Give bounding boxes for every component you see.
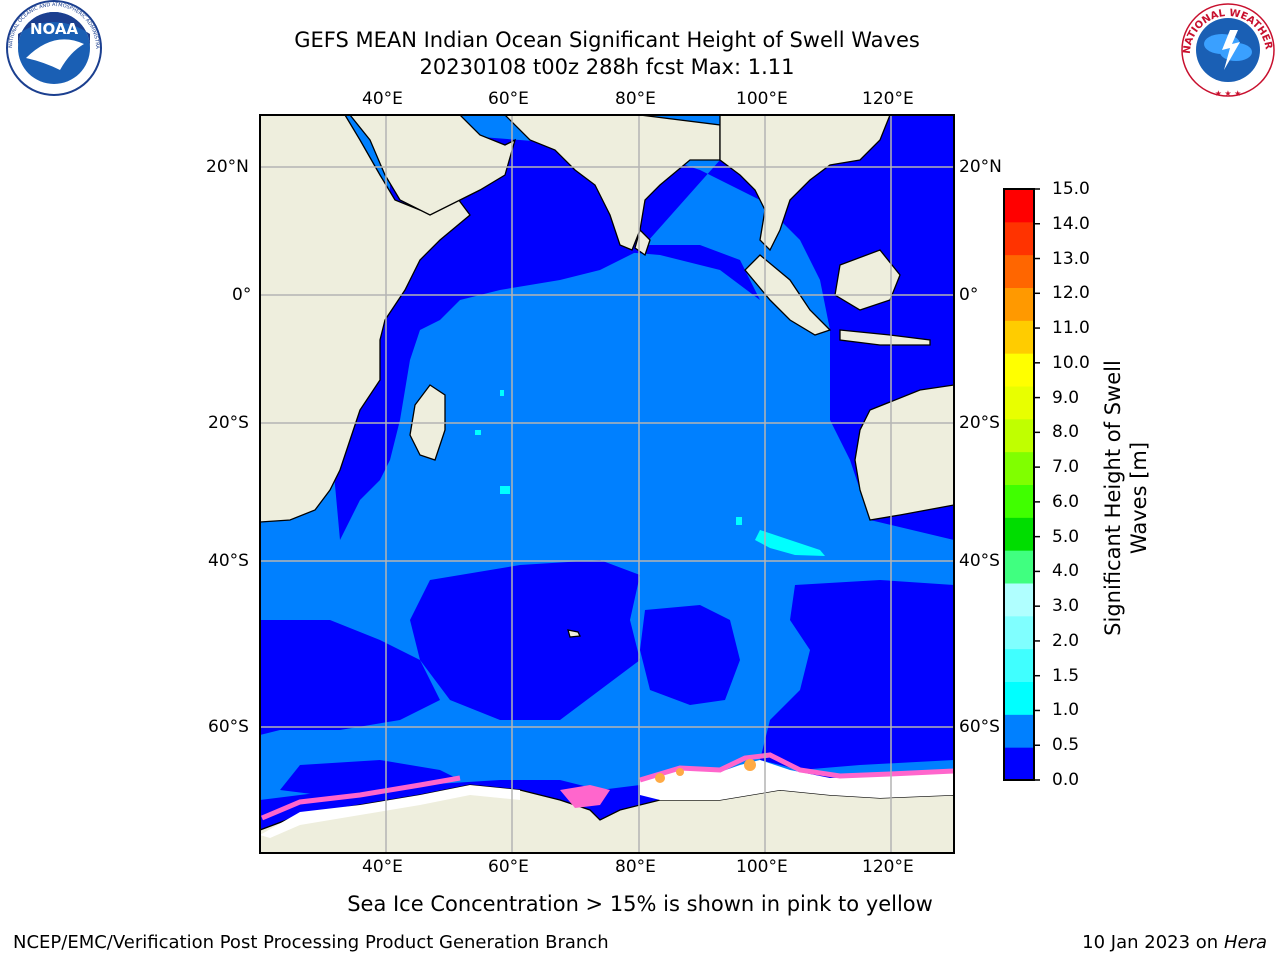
colorbar-tick-label: 5.0 [1052, 526, 1080, 547]
colorbar-tick-label: 13.0 [1052, 248, 1090, 269]
colorbar-tick-label: 1.0 [1052, 700, 1080, 721]
colorbar-swatch [1004, 254, 1034, 288]
colorbar-swatch [1004, 418, 1034, 453]
lat-tick-left: 20°N [206, 157, 249, 177]
colorbar-tick-label: 0.5 [1052, 735, 1080, 756]
colorbar-swatch [1004, 484, 1034, 518]
sea-ice [260, 752, 954, 838]
colorbar-swatch [1004, 386, 1034, 420]
colorbar-swatch [1004, 747, 1034, 781]
lat-tick-left: 40°S [208, 551, 249, 571]
lat-tick-right: 40°S [959, 551, 1000, 571]
footer-date: 10 Jan 2023 on [1082, 932, 1224, 953]
colorbar-tick-label: 3.0 [1052, 596, 1080, 617]
land [260, 115, 954, 853]
colorbar-frame [1003, 188, 1035, 781]
colorbar-tick-label: 7.0 [1052, 457, 1080, 478]
colorbar-swatch [1004, 353, 1034, 387]
map-title-line1: GEFS MEAN Indian Ocean Significant Heigh… [294, 28, 920, 52]
lat-tick-right: 0° [959, 285, 979, 305]
colorbar-tick-label: 8.0 [1052, 422, 1080, 443]
colorbar-tick-label: 15.0 [1052, 179, 1090, 199]
lon-tick-top: 60°E [488, 89, 529, 109]
lat-tick-left: 60°S [208, 717, 249, 737]
colorbar-tick-label: 6.0 [1052, 491, 1080, 512]
lon-tick-bottom: 80°E [615, 857, 656, 877]
lon-tick-bottom: 120°E [862, 857, 914, 877]
colorbar-swatch [1004, 550, 1034, 584]
footer-timestamp: 10 Jan 2023 on Hera [1082, 932, 1267, 954]
colorbar-swatch [1004, 681, 1034, 715]
colorbar-swatch [1004, 615, 1034, 650]
sea-ice-footnote: Sea Ice Concentration > 15% is shown in … [347, 892, 933, 916]
lat-tick-right: 60°S [959, 717, 1000, 737]
colorbar-swatch [1004, 648, 1034, 682]
colorbar-title: Significant Height of Swell Waves [m] [1100, 338, 1152, 658]
colorbar-tick-label: 2.0 [1052, 630, 1080, 651]
lat-tick-left: 20°S [208, 413, 249, 433]
colorbar-swatch [1004, 451, 1034, 485]
lon-tick-top: 40°E [362, 89, 403, 109]
lat-tick-right: 20°S [959, 413, 1000, 433]
colorbar-tick-label: 10.0 [1052, 352, 1090, 373]
noaa-logo: NOAA NATIONAL OCEANIC AND ATMOSPHERIC AD… [0, 0, 102, 96]
lat-tick-right: 20°N [959, 157, 1002, 177]
footer-host: Hera [1223, 932, 1267, 953]
swell-band-1.0-1.5 [475, 390, 825, 556]
colorbar-tick-label: 12.0 [1052, 283, 1090, 304]
map-grid [260, 115, 954, 853]
lon-tick-bottom: 60°E [488, 857, 529, 877]
colorbar-tick-label: 1.5 [1052, 665, 1080, 686]
colorbar-tick-label: 11.0 [1052, 318, 1090, 339]
map-title-line2: 20230108 t00z 288h fcst Max: 1.11 [419, 55, 795, 79]
colorbar-title-line2: Waves [m] [1127, 441, 1151, 555]
footer-credit: NCEP/EMC/Verification Post Processing Pr… [13, 932, 609, 953]
map-frame [259, 114, 955, 854]
lat-tick-left: 0° [232, 285, 252, 305]
colorbar-swatch [1004, 583, 1034, 617]
colorbar-swatch [1004, 221, 1034, 256]
colorbar-swatch [1004, 189, 1034, 223]
colorbar-swatch [1004, 517, 1034, 551]
colorbar-title-line1: Significant Height of Swell [1101, 360, 1125, 636]
colorbar-tick-label: 14.0 [1052, 213, 1090, 234]
nws-logo: NATIONAL WEATHER SERVICE ★ ★ ★ [1178, 0, 1275, 98]
lon-tick-top: 80°E [615, 89, 656, 109]
lon-tick-bottom: 100°E [736, 857, 788, 877]
noaa-logo-text: NOAA [30, 20, 79, 38]
colorbar-tick-label: 9.0 [1052, 387, 1080, 408]
lon-tick-top: 120°E [862, 89, 914, 109]
colorbar-swatch [1004, 287, 1034, 321]
lon-tick-bottom: 40°E [362, 857, 403, 877]
colorbar-swatch [1004, 714, 1034, 748]
lon-tick-top: 100°E [736, 89, 788, 109]
svg-text:★ ★ ★: ★ ★ ★ [1215, 89, 1242, 98]
colorbar-tick-label: 4.0 [1052, 561, 1080, 582]
colorbar [1003, 188, 1040, 781]
colorbar-tick-label: 0.0 [1052, 770, 1080, 790]
colorbar-swatch [1004, 320, 1034, 354]
